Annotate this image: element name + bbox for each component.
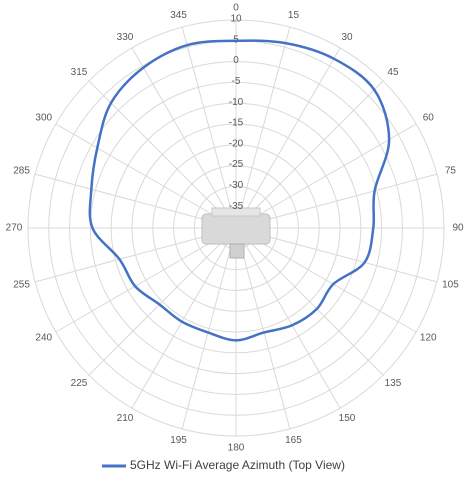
angle-label: 0	[233, 3, 239, 14]
angle-label: 75	[445, 166, 457, 177]
series-line	[88, 39, 391, 342]
angle-label: 60	[423, 113, 435, 124]
spoke	[181, 227, 237, 430]
r-tick-label: -10	[229, 97, 244, 108]
r-tick-label: -15	[229, 118, 244, 129]
angle-label: 225	[71, 378, 88, 389]
spoke	[131, 227, 237, 409]
angle-label: 330	[117, 32, 134, 43]
spoke	[235, 227, 417, 333]
spoke	[131, 47, 237, 229]
spoke	[235, 80, 384, 229]
r-tick-label: -25	[229, 159, 244, 170]
angle-label: 300	[35, 113, 52, 124]
angle-label: 135	[385, 378, 402, 389]
spoke	[235, 123, 417, 229]
angle-label: 195	[170, 435, 187, 446]
angle-label: 345	[170, 10, 187, 21]
legend-label: 5GHz Wi-Fi Average Azimuth (Top View)	[130, 458, 345, 472]
spoke	[181, 26, 237, 229]
spoke	[88, 80, 237, 229]
angle-label: 165	[285, 435, 302, 446]
r-tick-label: -35	[229, 201, 244, 212]
angle-label: 285	[13, 166, 30, 177]
angle-label: 105	[442, 280, 459, 291]
r-tick-label: 10	[230, 14, 242, 25]
angle-label: 90	[452, 223, 464, 234]
r-tick-label: -20	[229, 138, 244, 149]
angle-label: 240	[35, 333, 52, 344]
angle-label: 15	[288, 10, 300, 21]
angle-label: 315	[71, 67, 88, 78]
r-tick-label: -5	[232, 76, 241, 87]
spoke	[235, 26, 291, 229]
r-tick-label: 0	[233, 55, 239, 66]
spoke	[235, 47, 341, 229]
angle-label: 150	[339, 413, 356, 424]
angle-label: 120	[420, 333, 437, 344]
angle-label: 30	[341, 32, 353, 43]
spoke	[55, 227, 237, 333]
angle-label: 270	[6, 223, 23, 234]
angle-label: 210	[117, 413, 134, 424]
spoke	[235, 227, 384, 376]
spoke	[55, 123, 237, 229]
angle-label: 45	[387, 67, 399, 78]
device-icon	[201, 207, 271, 259]
spoke	[88, 227, 237, 376]
angle-label: 255	[13, 280, 30, 291]
r-tick-label: -30	[229, 180, 244, 191]
spoke	[235, 227, 341, 409]
angle-label: 180	[228, 443, 245, 454]
spoke	[235, 227, 291, 430]
